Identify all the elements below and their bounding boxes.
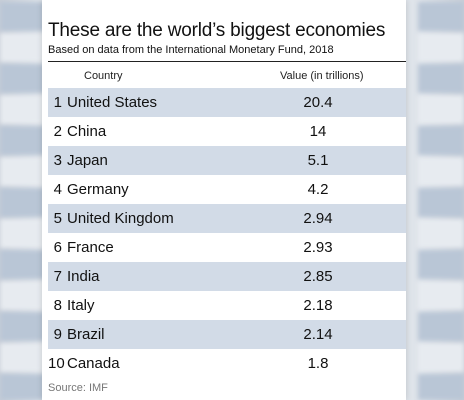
chart-subtitle: Based on data from the International Mon… <box>48 44 334 56</box>
row-value: 20.4 <box>303 94 333 111</box>
row-rank: 5 <box>53 210 62 227</box>
row-country: United States <box>67 94 158 111</box>
background-band <box>0 343 46 372</box>
row-country: China <box>67 123 107 140</box>
table-body: 1 United States 20.4 2 China 14 3 Japan 5.1 4 Germ… <box>48 88 406 378</box>
background-band <box>0 157 46 186</box>
background-band <box>418 33 464 62</box>
row-value: 5.1 <box>307 152 329 169</box>
table-row: 6 France 2.93 <box>48 233 406 262</box>
table-row: 3 Japan 5.1 <box>48 146 406 175</box>
row-value: 2.94 <box>303 210 333 227</box>
table-row: 8 Italy 2.18 <box>48 291 406 320</box>
background-band <box>418 343 464 372</box>
background-band <box>418 281 464 310</box>
background-band <box>0 250 46 279</box>
table-row: 4 Germany 4.2 <box>48 175 406 204</box>
background-band <box>418 126 464 155</box>
background-band <box>418 312 464 341</box>
row-value: 2.18 <box>303 297 333 314</box>
table-row: 1 United States 20.4 <box>48 88 406 117</box>
background-band <box>418 64 464 93</box>
row-value: 1.8 <box>307 355 329 372</box>
background-band <box>0 281 46 310</box>
row-value: 2.85 <box>303 268 333 285</box>
row-country: Germany <box>67 181 129 198</box>
source-note: Source: IMF <box>48 382 108 394</box>
chart-title: These are the world’s biggest economies <box>48 20 386 41</box>
background-band <box>0 374 46 400</box>
row-value: 2.93 <box>303 239 333 256</box>
table-row: 9 Brazil 2.14 <box>48 320 406 349</box>
background-band <box>418 250 464 279</box>
row-country: France <box>67 239 114 256</box>
row-rank: 4 <box>53 181 62 198</box>
row-rank: 10 <box>48 355 65 372</box>
table-row: 2 China 14 <box>48 117 406 146</box>
background-band <box>0 33 46 62</box>
row-country: India <box>67 268 100 285</box>
economies-table-card: These are the world’s biggest economies … <box>42 0 406 400</box>
background-band <box>418 188 464 217</box>
background-band <box>418 95 464 124</box>
background-band <box>0 64 46 93</box>
row-country: Italy <box>67 297 95 314</box>
background-band <box>418 374 464 400</box>
background-band <box>418 2 464 31</box>
row-value: 4.2 <box>307 181 329 198</box>
background-band <box>418 219 464 248</box>
row-value: 2.14 <box>303 326 333 343</box>
row-country: Canada <box>67 355 120 372</box>
row-rank: 6 <box>53 239 62 256</box>
row-value: 14 <box>309 123 327 140</box>
column-header-value: Value (in trillions) <box>280 70 364 82</box>
table-row: 7 India 2.85 <box>48 262 406 291</box>
background-band <box>0 188 46 217</box>
column-header-country: Country <box>84 70 123 82</box>
row-country: United Kingdom <box>67 210 174 227</box>
table-header-row: Country Value (in trillions) <box>48 62 406 88</box>
blurred-background-right <box>418 0 464 400</box>
blurred-background-left <box>0 0 46 400</box>
title-divider <box>48 61 406 62</box>
background-band <box>0 95 46 124</box>
row-rank: 7 <box>53 268 62 285</box>
background-band <box>0 126 46 155</box>
background-band <box>0 219 46 248</box>
row-rank: 9 <box>53 326 62 343</box>
row-country: Japan <box>67 152 108 169</box>
table-row: 10 Canada 1.8 <box>48 349 406 378</box>
table-row: 5 United Kingdom 2.94 <box>48 204 406 233</box>
row-rank: 2 <box>53 123 62 140</box>
background-band <box>0 2 46 31</box>
row-rank: 1 <box>53 94 62 111</box>
background-band <box>418 157 464 186</box>
background-band <box>0 312 46 341</box>
row-rank: 8 <box>53 297 62 314</box>
row-country: Brazil <box>67 326 105 343</box>
row-rank: 3 <box>53 152 62 169</box>
economies-table: Country Value (in trillions) 1 United Sta… <box>48 62 406 378</box>
